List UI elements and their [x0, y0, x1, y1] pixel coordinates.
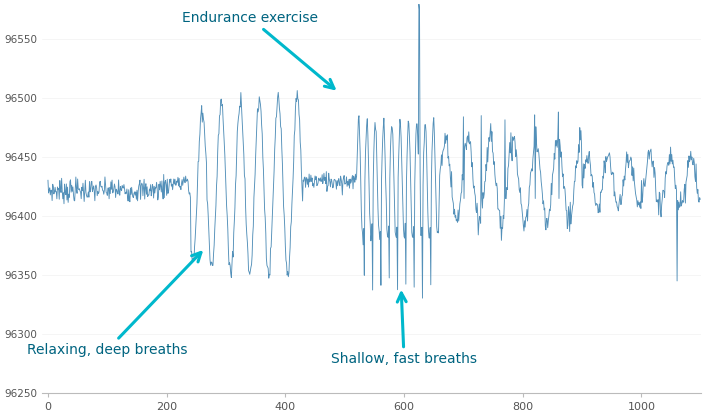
- Text: Shallow, fast breaths: Shallow, fast breaths: [331, 293, 477, 366]
- Text: Endurance exercise: Endurance exercise: [182, 11, 334, 89]
- Text: Relaxing, deep breaths: Relaxing, deep breaths: [27, 253, 201, 357]
